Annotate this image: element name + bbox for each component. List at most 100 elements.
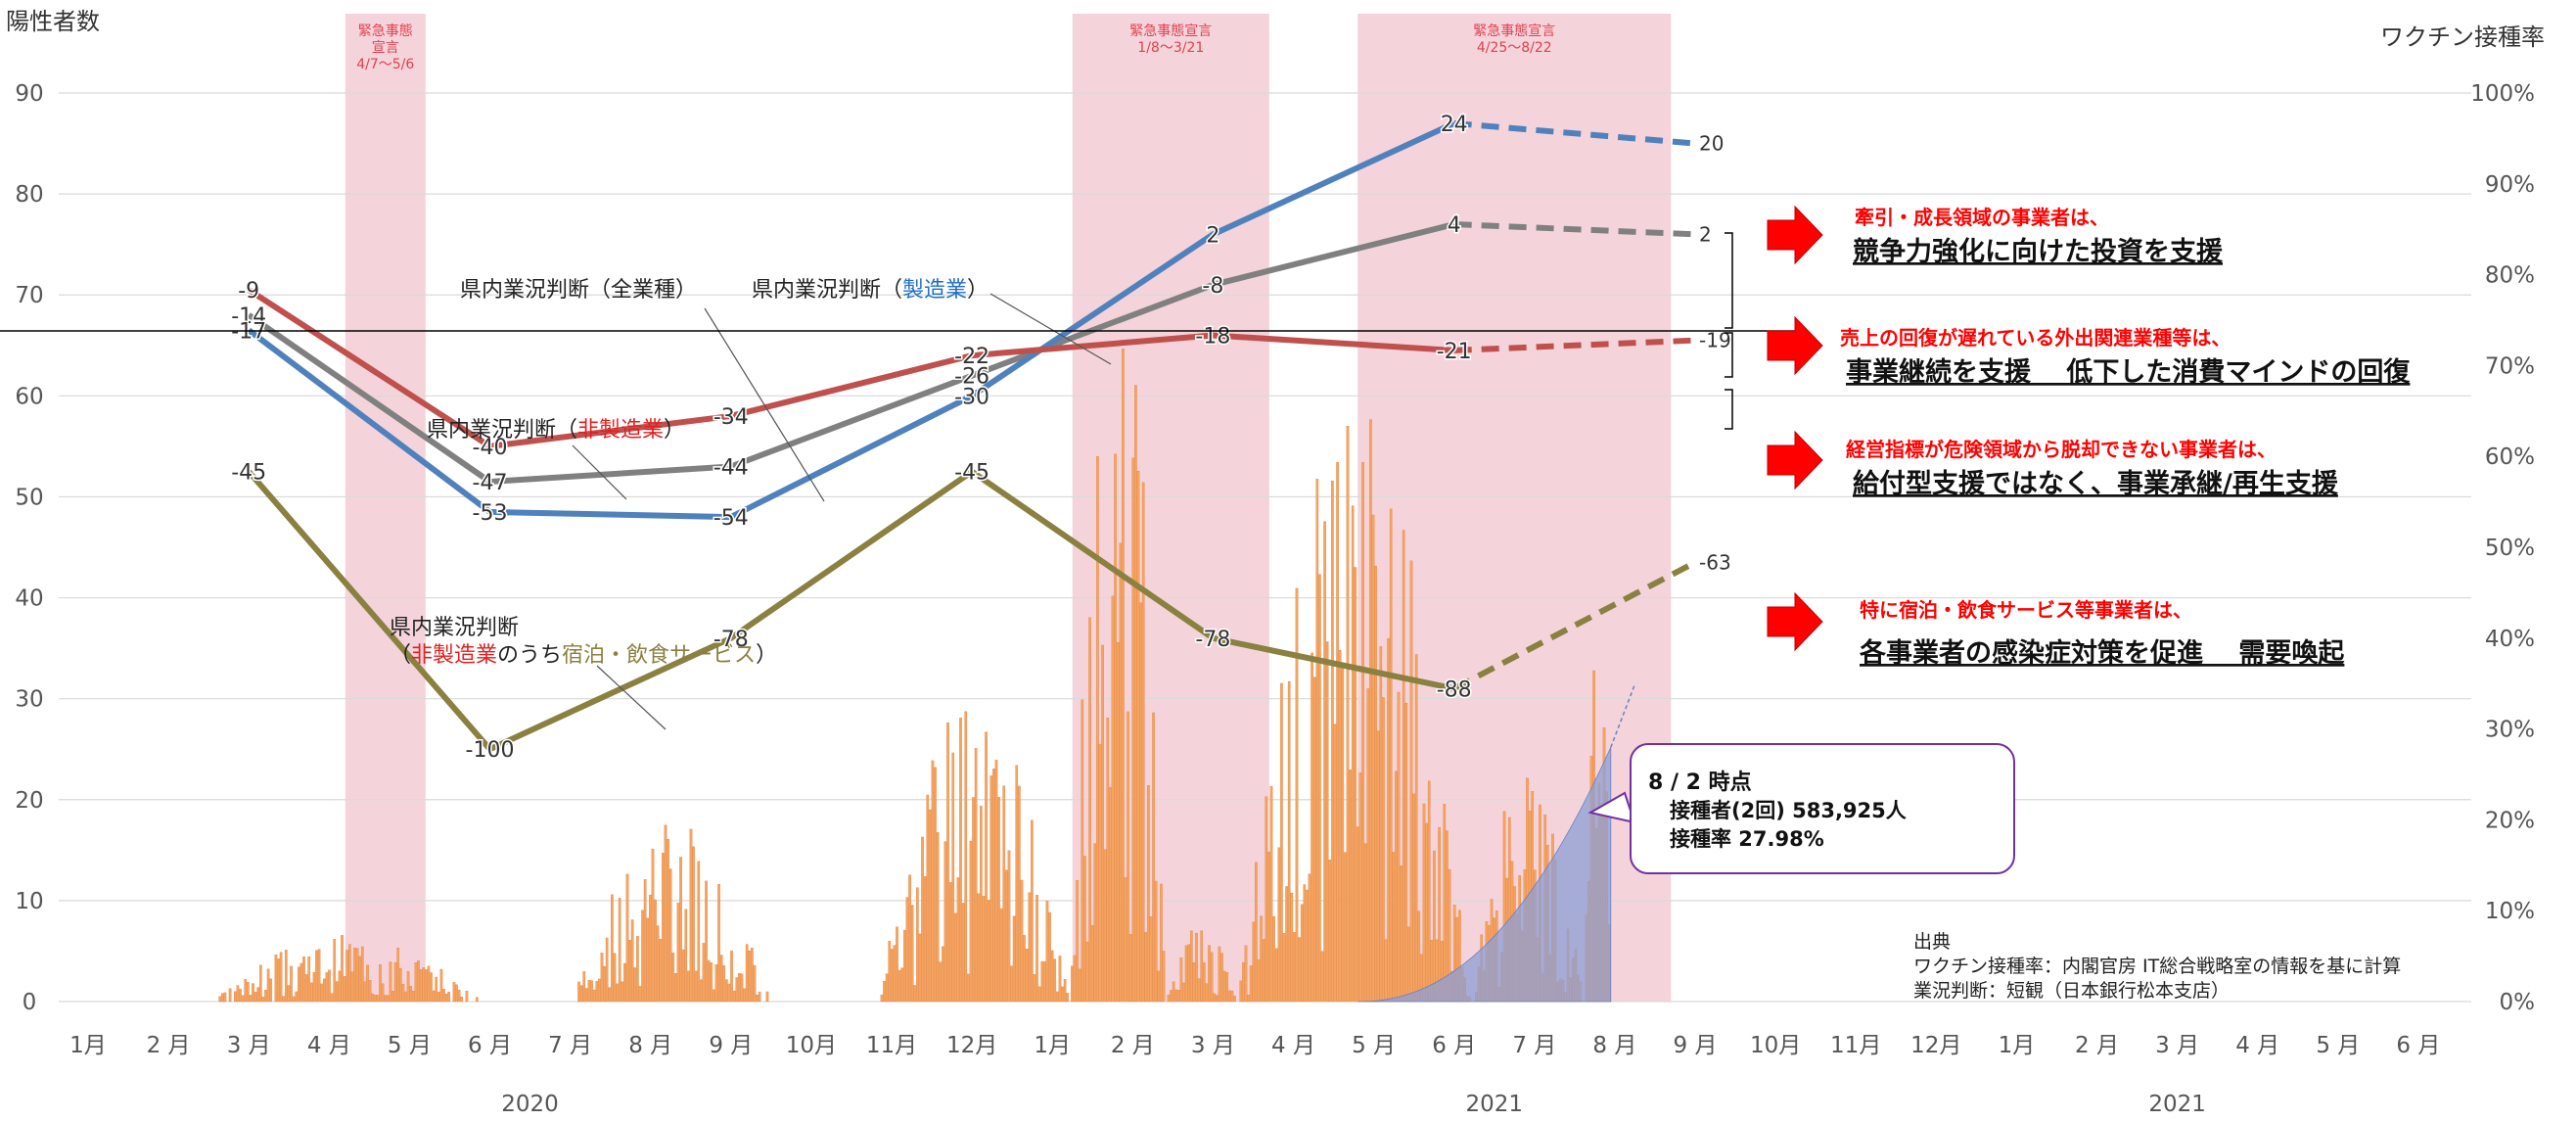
series-line: [247, 221, 1455, 485]
brace-3: [1725, 389, 1733, 430]
case-bar: [1053, 958, 1057, 1003]
case-bar: [1249, 965, 1253, 1003]
case-bar: [223, 992, 227, 1003]
case-bar: [1260, 915, 1263, 1003]
emergency-period-label: 緊急事態宣言: [1129, 23, 1212, 39]
case-bar: [1136, 471, 1140, 1003]
case-bar: [1265, 796, 1268, 1003]
label-leader-lines: [572, 293, 1112, 730]
case-bar: [460, 997, 464, 1003]
case-bar: [1103, 849, 1107, 1003]
case-bar: [702, 943, 706, 1003]
case-bar: [659, 939, 663, 1003]
emergency-period-label: 緊急事態: [358, 23, 413, 39]
case-bar: [974, 748, 978, 1003]
case-bar: [1045, 901, 1049, 1003]
case-bar: [1402, 530, 1405, 1003]
case-bar: [1096, 456, 1099, 1003]
case-bar: [373, 995, 377, 1003]
case-bar: [366, 964, 369, 1003]
case-bar: [328, 969, 331, 1003]
case-bar: [1167, 994, 1171, 1003]
emergency-period-label: 4/7〜5/6: [356, 57, 414, 72]
case-bar: [939, 961, 943, 1003]
series-label-hotel-line1: 県内業況判断: [390, 616, 519, 640]
case-bar: [1247, 995, 1250, 1003]
case-bar: [1295, 587, 1299, 1003]
series-line: [247, 287, 1454, 449]
case-bar: [705, 880, 708, 1003]
series-label-hotel-l2-c: のうち: [497, 643, 562, 668]
case-bar: [582, 971, 586, 1003]
case-bar: [633, 967, 637, 1003]
y-left-tick-label: 90: [15, 81, 43, 107]
case-bar: [439, 968, 443, 1003]
case-bar: [959, 718, 962, 1003]
case-bar: [992, 769, 995, 1003]
series-point-label: -88: [1437, 677, 1472, 702]
series-point-label: -45: [954, 461, 989, 486]
source-note: 出典 ワクチン接種率：内閣官房 IT総合戦略室の情報を基に計算 業況判断：短観（…: [1913, 931, 2401, 1002]
case-bar: [654, 899, 657, 1003]
y-left-tick-label: 20: [15, 788, 43, 814]
case-bar: [697, 861, 701, 1003]
case-bar: [404, 991, 407, 1003]
series-forecast-line: [1452, 559, 1697, 692]
y-right-tick-label: 10%: [2485, 899, 2535, 924]
x-month-label: 11月: [1830, 1033, 1881, 1058]
case-bar: [1382, 697, 1385, 1003]
x-month-label: 11月: [866, 1033, 917, 1058]
case-bar: [1040, 960, 1044, 1003]
case-bar: [1400, 864, 1403, 1003]
case-bar: [312, 971, 316, 1003]
case-bar: [1028, 892, 1032, 1003]
case-bar: [338, 970, 342, 1003]
arrow-icon: [1767, 430, 1823, 490]
case-bar: [320, 983, 324, 1003]
case-bar: [391, 991, 394, 1003]
case-bar: [1363, 843, 1367, 1003]
case-bar: [299, 962, 303, 1003]
case-bar: [1076, 880, 1079, 1003]
case-bar: [358, 956, 362, 1003]
series-label-nonmfg: 県内業況判断（非製造業）: [427, 418, 685, 443]
x-month-label: 9 月: [1674, 1033, 1718, 1058]
case-bar: [345, 950, 349, 1003]
case-bar: [732, 990, 736, 1003]
case-bar: [674, 973, 677, 1003]
case-bar: [1397, 691, 1401, 1003]
annotation-1: 牽引・成長領域の事業者は、 競争力強化に向けた投資を支援: [1767, 205, 2224, 267]
case-bar: [1189, 930, 1193, 1003]
case-bar: [279, 952, 283, 1003]
case-bar: [1154, 880, 1158, 1003]
case-bar: [1389, 508, 1393, 1003]
case-bar: [1318, 574, 1321, 1003]
case-bar: [409, 986, 413, 1003]
case-bar: [1134, 385, 1137, 1003]
case-bar: [1141, 482, 1145, 1003]
annotation-3-black: 給付型支援ではなく、事業承継/再生支援: [1853, 468, 2339, 499]
case-bar: [297, 966, 300, 1003]
case-bar: [1058, 956, 1062, 1003]
leader-line-hotel: [596, 665, 667, 730]
case-bar: [307, 956, 311, 1003]
case-bar: [1230, 990, 1234, 1003]
y-right-tick-label: 0%: [2500, 990, 2536, 1015]
case-bar: [1090, 925, 1094, 1003]
y-right-tick-label: 90%: [2485, 172, 2535, 198]
case-bar: [1233, 996, 1236, 1003]
case-bar: [905, 897, 909, 1003]
annotation-2-red: 売上の回復が遅れている外出関連業種等は、: [1840, 326, 2231, 350]
case-bar: [1197, 978, 1201, 1003]
case-bar: [964, 711, 968, 1003]
emergency-period-label: 緊急事態宣言: [1473, 23, 1555, 39]
case-bar: [743, 988, 746, 1003]
case-bar: [1272, 915, 1275, 1003]
series-point-label: -44: [713, 456, 749, 481]
annotation-3: 経営指標が危険領域から脱却できない事業者は、 給付型支援ではなく、事業承継/再生…: [1767, 430, 2339, 499]
case-bar: [1325, 641, 1329, 1003]
annotation-3-red: 経営指標が危険領域から脱却できない事業者は、: [1846, 438, 2277, 461]
case-bar: [1409, 560, 1413, 1003]
case-bar: [1010, 965, 1013, 1003]
emergency-period-band: [1072, 14, 1269, 1002]
